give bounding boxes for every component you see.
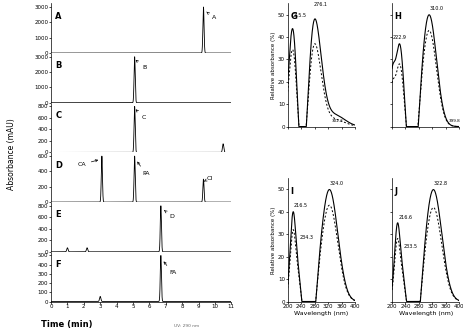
Text: B: B <box>136 60 146 70</box>
Text: CA: CA <box>77 160 97 167</box>
Text: 310.0: 310.0 <box>429 6 443 11</box>
Text: 216.6: 216.6 <box>397 215 412 220</box>
Text: 215.5: 215.5 <box>292 13 306 18</box>
Text: Absorbance (mAU): Absorbance (mAU) <box>7 118 16 190</box>
Text: 302.2: 302.2 <box>331 119 343 123</box>
Y-axis label: Relative absorbance (%): Relative absorbance (%) <box>271 206 276 274</box>
Text: FA: FA <box>164 262 176 275</box>
Text: D: D <box>164 211 175 219</box>
Text: D: D <box>55 160 62 170</box>
Text: J: J <box>394 187 397 196</box>
Text: C: C <box>55 111 61 120</box>
Text: B: B <box>55 61 62 70</box>
Text: A: A <box>55 11 62 20</box>
Text: 322.8: 322.8 <box>433 181 447 186</box>
Text: 222.9: 222.9 <box>392 35 405 40</box>
Text: F: F <box>55 260 61 269</box>
Text: 399.8: 399.8 <box>448 119 459 123</box>
Text: Time (min): Time (min) <box>41 320 92 329</box>
Text: 276.1: 276.1 <box>313 2 327 7</box>
Text: PA: PA <box>138 162 149 176</box>
Text: 324.0: 324.0 <box>329 181 344 186</box>
Text: 216.5: 216.5 <box>293 203 307 208</box>
X-axis label: Wavelength (nm): Wavelength (nm) <box>398 311 452 316</box>
Text: 234.3: 234.3 <box>299 235 313 240</box>
Text: E: E <box>55 210 61 219</box>
Text: CI: CI <box>204 176 213 182</box>
Text: UV: 290 nm: UV: 290 nm <box>174 324 199 328</box>
Y-axis label: Relative absorbance (%): Relative absorbance (%) <box>271 31 276 98</box>
Text: H: H <box>394 12 401 21</box>
X-axis label: Wavelength (nm): Wavelength (nm) <box>294 311 348 316</box>
Text: A: A <box>206 12 215 20</box>
Text: C: C <box>136 110 146 120</box>
Text: G: G <box>290 12 297 21</box>
Text: I: I <box>290 187 293 196</box>
Text: 233.5: 233.5 <box>402 244 416 249</box>
